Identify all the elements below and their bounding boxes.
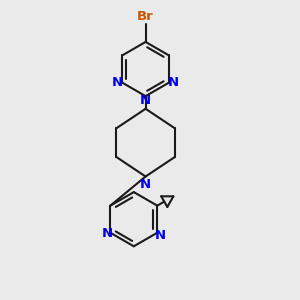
Text: Br: Br xyxy=(137,10,154,23)
Text: N: N xyxy=(140,94,151,107)
Text: N: N xyxy=(101,227,112,240)
Text: N: N xyxy=(112,76,123,89)
Text: N: N xyxy=(155,229,166,242)
Text: N: N xyxy=(168,76,179,89)
Text: N: N xyxy=(140,178,151,191)
